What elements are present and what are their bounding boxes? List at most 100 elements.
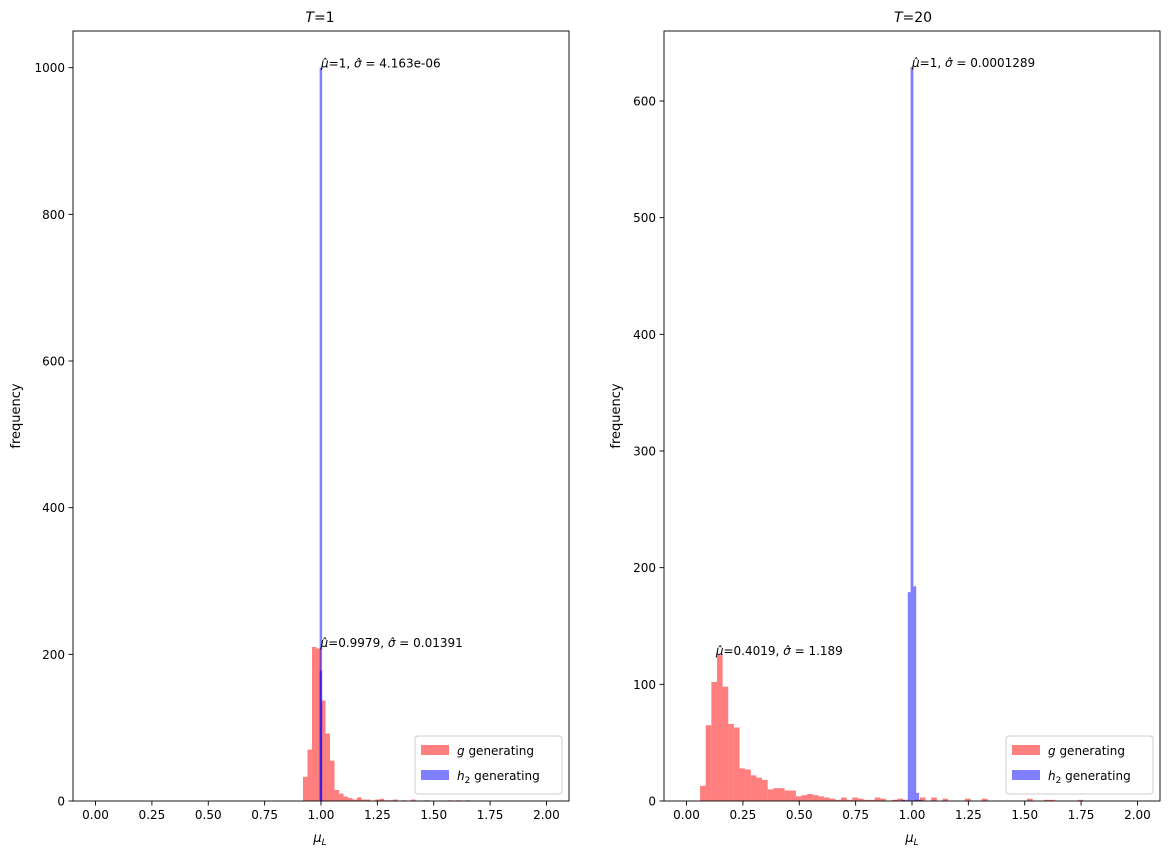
chart-left-bar-s0-11	[352, 799, 358, 801]
chart-left-bar-s0-19	[393, 799, 398, 801]
chart-right-y-tick-label: 100	[633, 678, 656, 692]
chart-right-y-tick-label: 200	[633, 561, 656, 575]
chart-right-bar-s0-42	[1026, 798, 1033, 801]
chart-left-bar-s1-1	[319, 670, 323, 801]
chart-right-legend-label: h2 generating	[1048, 769, 1131, 786]
chart-left-bar-s0-15	[375, 799, 380, 801]
chart-right-x-tick-label: 1.25	[955, 808, 982, 822]
chart-left-x-ticks: 0.00 0.25 0.50 0.75 1.00 1.25 1.50 1.75 2.00	[82, 801, 560, 822]
chart-right-y-tick-label: 500	[633, 211, 656, 225]
chart-left: T=1 0.00 0.25 0.50 0.75 1.00 1.25 1.50 1.75 2.00…	[9, 10, 570, 848]
chart-left-bar-s0-13	[361, 799, 367, 801]
chart-right-bar-s0-13	[773, 788, 779, 801]
chart-left-y-tick-label: 1000	[34, 61, 65, 75]
chart-left-x-tick-label: 1.00	[308, 808, 335, 822]
chart-right-bar-s0-24	[835, 799, 841, 801]
chart-right-bar-s0-16	[790, 790, 796, 801]
chart-left-legend-swatch	[421, 770, 449, 780]
chart-right-x-tick-label: 1.00	[899, 808, 926, 822]
chart-left-bar-s0-3	[316, 648, 321, 801]
chart-right-bar-s0-41	[981, 798, 988, 801]
chart-right-bar-s0-8	[745, 769, 751, 801]
chart-right-bar-s0-27	[852, 797, 858, 801]
chart-left-x-tick-label: 2.00	[533, 808, 560, 822]
chart-left-legend-box	[414, 735, 563, 795]
chart-right-bar-s0-45	[1077, 799, 1084, 801]
chart-right-y-axis-label: frequency	[609, 383, 624, 449]
chart-right-bar-s0-23	[829, 798, 836, 801]
chart-right-x-axis-label: μL	[904, 831, 918, 848]
chart-left-annotations: μ̂=1, σ̂ = 4.163e-06 μ̂=0.9979, σ̂ = 0.01…	[320, 57, 463, 650]
chart-right-bar-s0-29	[863, 799, 870, 801]
chart-right-bar-s0-35	[902, 799, 909, 801]
chart-right-bar-s0-15	[784, 790, 791, 801]
chart-left-x-tick-label: 0.50	[195, 808, 222, 822]
chart-right-y-tick-label: 0	[648, 795, 656, 809]
chart-right-y-tick-label: 400	[633, 328, 656, 342]
chart-left-annotation: μ̂=0.9979, σ̂ = 0.01391	[320, 636, 463, 650]
chart-right-bar-s0-6	[733, 727, 740, 801]
chart-left-x-tick-label: 1.75	[477, 808, 504, 822]
chart-right-bar-s0-19	[807, 794, 813, 801]
chart-right-legend-swatch	[1012, 770, 1040, 780]
chart-left-bar-s1-0	[319, 67, 323, 802]
chart-left-annotation: μ̂=1, σ̂ = 4.163e-06	[320, 57, 441, 71]
chart-left-x-tick-label: 0.00	[82, 808, 109, 822]
chart-right-y-ticks: 0 100 200 300 400 500 600	[633, 95, 664, 809]
chart-left-y-tick-label: 0	[57, 795, 65, 809]
chart-right-legend-swatch	[1012, 745, 1040, 755]
chart-left-y-tick-label: 600	[42, 355, 65, 369]
chart-left-bar-s0-16	[379, 798, 385, 801]
chart-right-legend: g generating h2 generating	[1005, 735, 1154, 795]
chart-left-x-tick-label: 0.75	[251, 808, 278, 822]
chart-left-bar-s0-4	[321, 700, 326, 801]
chart-right-annotations: μ̂=1, σ̂ = 0.0001289 μ̂=0.4019, σ̂ = 1.18…	[715, 56, 1035, 658]
chart-left-y-tick-label: 400	[42, 501, 65, 515]
chart-left-bar-s0-8	[339, 793, 344, 801]
chart-right-bar-s1-4	[916, 792, 920, 801]
chart-right-x-tick-label: 0.50	[786, 808, 813, 822]
chart-right-bar-s1-5	[919, 799, 922, 801]
chart-right-bar-s0-3	[716, 655, 723, 801]
chart-right-bars	[700, 67, 1084, 802]
chart-right-bar-s0-34	[897, 798, 903, 801]
chart-right-bar-s0-11	[762, 780, 768, 801]
chart-left-bar-s0-21	[411, 799, 416, 801]
chart-right-bar-s0-39	[942, 798, 949, 801]
chart-right-x-tick-label: 0.00	[673, 808, 700, 822]
chart-left-y-tick-label: 200	[42, 648, 65, 662]
chart-left-bar-s0-10	[348, 798, 353, 801]
chart-left-y-tick-label: 800	[42, 208, 65, 222]
chart-right-bar-s0-2	[711, 682, 717, 801]
chart-right-legend-box	[1005, 735, 1154, 795]
chart-right-bar-s0-25	[840, 797, 847, 801]
chart-left-bar-s0-6	[330, 760, 335, 801]
chart-right-bar-s0-14	[778, 788, 785, 801]
chart-right-bar-s0-21	[818, 796, 825, 801]
chart-left-x-axis-label: μL	[312, 831, 326, 848]
chart-left-bar-s0-9	[343, 796, 349, 801]
chart-left-legend-label: h2 generating	[457, 769, 540, 786]
chart-right-x-tick-label: 0.75	[842, 808, 869, 822]
chart-right-x-tick-label: 1.50	[1011, 808, 1038, 822]
chart-right-bar-s0-0	[700, 785, 706, 801]
chart-right-bar-s0-28	[857, 798, 864, 801]
chart-right-bar-s0-12	[767, 789, 774, 801]
chart-right-bar-s1-3	[913, 586, 917, 801]
chart-right-bar-s0-43	[1043, 799, 1050, 801]
chart-right-bar-s0-4	[722, 686, 729, 801]
chart-right-bar-s0-10	[756, 777, 763, 801]
chart-right: T=20 0.00 0.25 0.50 0.75 1.00 1.25 1.50 1.75 2.0…	[609, 10, 1161, 848]
chart-right-bar-s0-38	[931, 797, 937, 801]
chart-left-bars	[302, 67, 470, 802]
chart-right-bar-s0-20	[812, 795, 819, 801]
chart-right-x-tick-label: 1.75	[1068, 808, 1095, 822]
chart-right-bar-s0-37	[919, 797, 926, 801]
chart-right-x-tick-label: 0.25	[730, 808, 757, 822]
chart-right-x-ticks: 0.00 0.25 0.50 0.75 1.00 1.25 1.50 1.75 2.00	[673, 801, 1151, 822]
chart-left-x-tick-label: 1.25	[364, 808, 391, 822]
chart-right-bar-s0-26	[846, 799, 853, 801]
chart-right-bar-s0-18	[801, 795, 808, 801]
chart-right-title: T=20	[894, 10, 932, 26]
